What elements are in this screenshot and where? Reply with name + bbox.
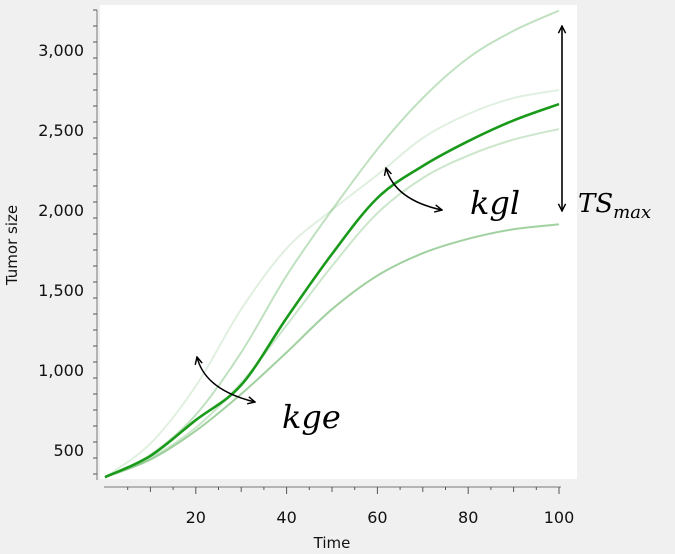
tsmax-sub: max — [613, 202, 651, 223]
y-tick-label: 2,500 — [38, 121, 84, 140]
tsmax-main: TS — [578, 189, 613, 219]
series-line-typical — [104, 102, 560, 479]
y-tick-label: 3,000 — [38, 41, 84, 60]
y-tick-label: 1,500 — [38, 281, 84, 300]
x-tick-label: 20 — [186, 508, 206, 527]
x-axis-title: Time — [313, 534, 351, 552]
series-line-3 — [104, 128, 560, 479]
x-tick-label: 80 — [458, 508, 478, 527]
x-tick-label: 100 — [544, 508, 575, 527]
plot-area — [100, 5, 577, 479]
kge-arrow — [197, 357, 255, 402]
kgl-arrow — [386, 168, 442, 210]
kgl-label: kgl — [470, 184, 520, 222]
y-axis-title: Tumor size — [3, 205, 21, 286]
tsmax-label: TSmax — [578, 189, 651, 223]
series-line-4 — [104, 223, 560, 479]
y-tick-label: 500 — [53, 441, 84, 460]
series-line-2 — [104, 89, 560, 479]
y-tick-label: 2,000 — [38, 201, 84, 220]
y-tick-label: 1,000 — [38, 361, 84, 380]
kge-label: kge — [282, 398, 341, 436]
x-tick-label: 40 — [276, 508, 296, 527]
x-tick-label: 60 — [367, 508, 387, 527]
series-line-1 — [104, 9, 560, 479]
